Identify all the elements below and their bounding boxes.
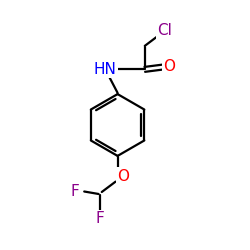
Text: F: F — [71, 184, 80, 199]
Text: F: F — [96, 211, 104, 226]
Text: HN: HN — [94, 62, 117, 77]
Text: O: O — [117, 169, 129, 184]
Text: O: O — [164, 60, 175, 74]
Text: Cl: Cl — [157, 23, 172, 38]
